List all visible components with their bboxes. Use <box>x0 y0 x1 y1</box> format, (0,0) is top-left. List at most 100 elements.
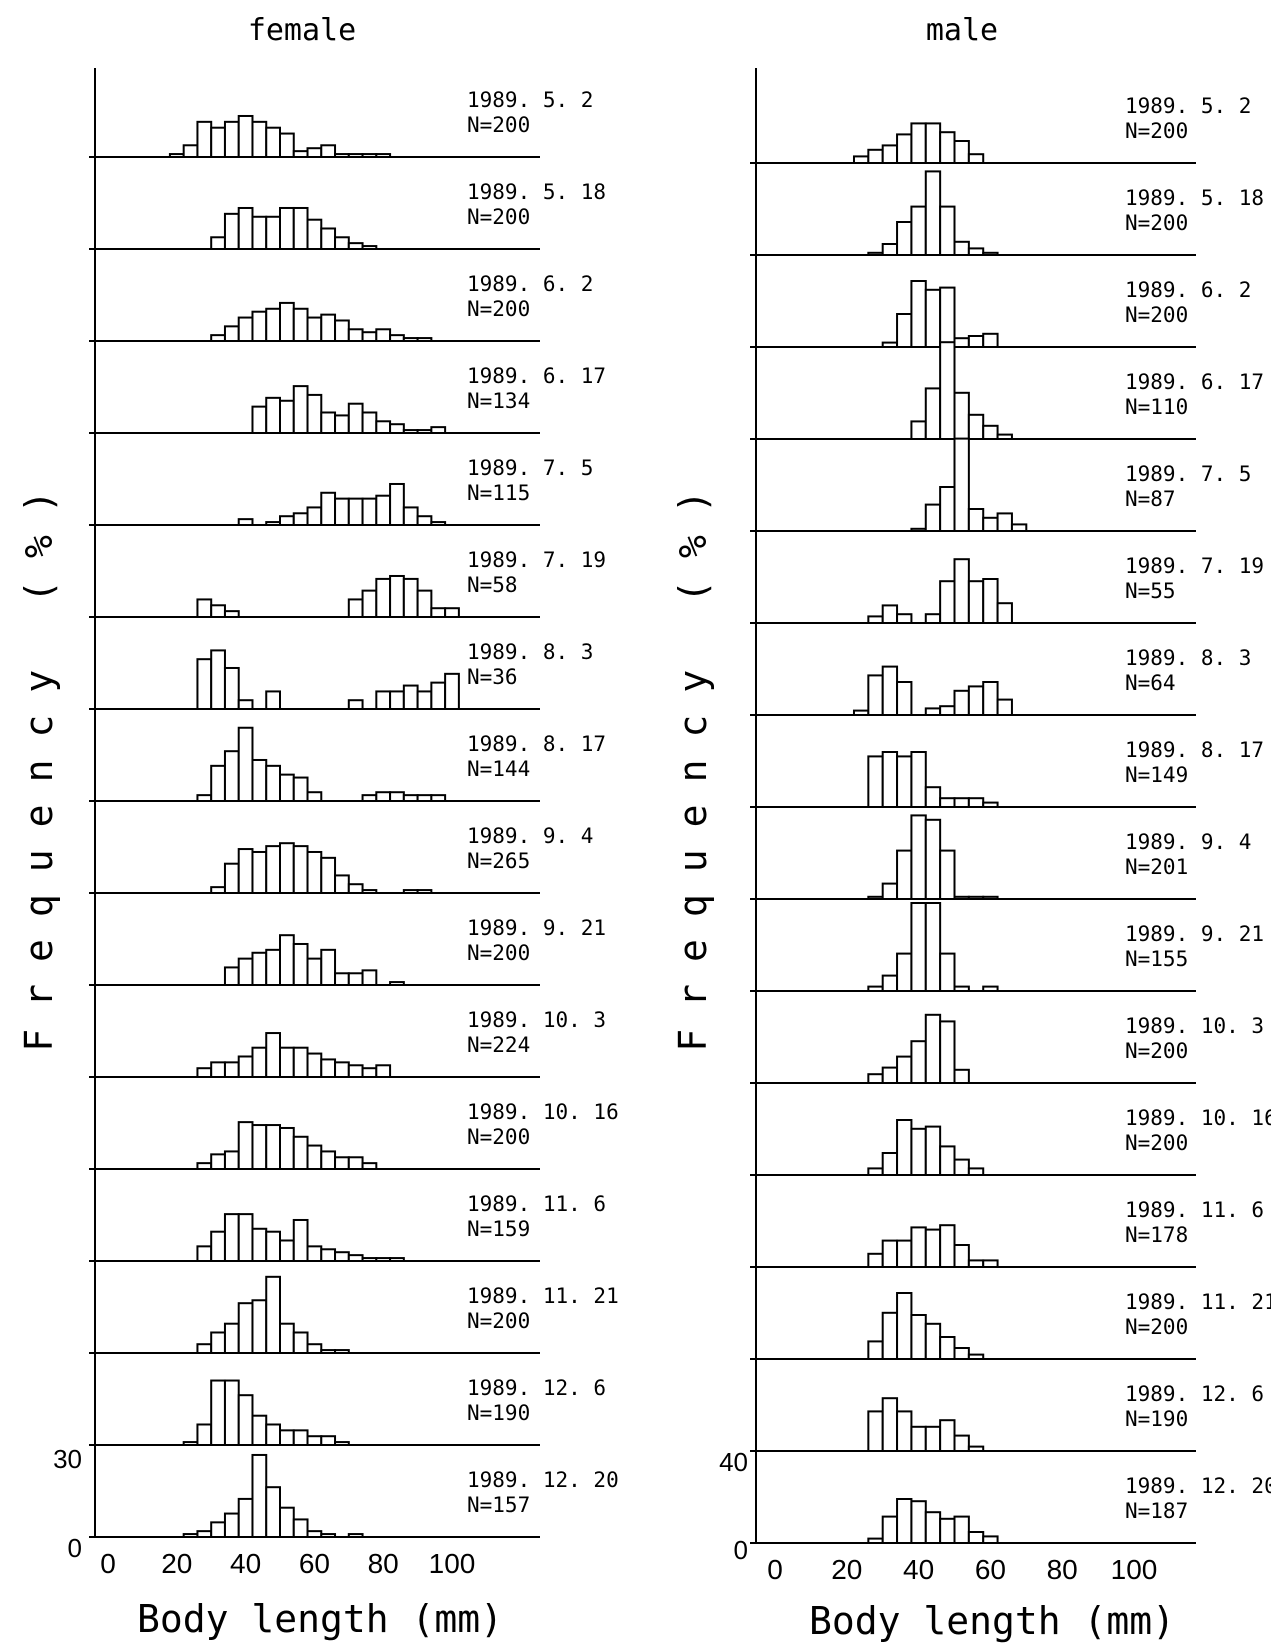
histogram-bar <box>361 245 378 251</box>
histogram-bar <box>251 215 268 251</box>
male-histogram-row: 1989. 9. 21N=155 <box>750 902 1264 992</box>
histogram-bar <box>867 755 884 809</box>
x-tick-label: 40 <box>230 1548 261 1579</box>
sample-size-label: N=190 <box>467 1401 530 1425</box>
histogram-bar <box>910 122 927 164</box>
histogram-bar <box>881 604 899 625</box>
histogram-bar <box>967 895 985 900</box>
sample-date-label: 1989. 12. 20 <box>1125 1474 1271 1498</box>
histogram-bar <box>265 307 281 342</box>
histogram-bar <box>334 1441 350 1446</box>
histogram-bar <box>924 387 942 440</box>
male-histogram-row: 1989. 7. 19N=55 <box>750 554 1264 625</box>
histogram-bar <box>347 402 364 435</box>
histogram-bar <box>237 1121 254 1170</box>
histogram-bar <box>924 1425 942 1453</box>
histogram-bar <box>265 1230 281 1262</box>
histogram-bar <box>416 589 433 619</box>
sample-date-label: 1989. 8. 3 <box>467 640 593 664</box>
histogram-bar <box>237 1302 254 1354</box>
histogram-bar <box>953 1244 970 1268</box>
histogram-bar <box>939 580 956 625</box>
male-histogram-row: 1989. 10. 3N=200 <box>750 1013 1264 1085</box>
x-tick-label: 80 <box>1047 1554 1078 1585</box>
histogram-bar <box>210 1331 226 1354</box>
sample-size-label: N=115 <box>467 481 530 505</box>
sample-size-label: N=159 <box>467 1217 530 1241</box>
histogram-bar <box>347 1064 364 1079</box>
histogram-bar <box>334 1349 350 1354</box>
histogram-bar <box>265 1486 281 1538</box>
histogram-bar <box>347 883 364 895</box>
histogram-bar <box>375 494 392 527</box>
histogram-bar <box>361 411 378 434</box>
histogram-bar <box>953 1158 970 1176</box>
histogram-bar <box>347 598 364 618</box>
histogram-bar <box>910 1226 927 1269</box>
histogram-bar <box>237 114 254 159</box>
histogram-bar <box>375 690 392 710</box>
histogram-bar <box>881 665 899 716</box>
sample-date-label: 1989. 10. 16 <box>1125 1106 1271 1130</box>
histogram-bar <box>924 613 942 625</box>
histogram-bar <box>967 580 985 625</box>
histogram-bar <box>896 952 913 992</box>
histogram-bar <box>881 1152 899 1176</box>
histogram-bar <box>416 794 433 803</box>
histogram-bar <box>996 602 1013 625</box>
histogram-bar <box>910 1425 927 1453</box>
sample-date-label: 1989. 9. 21 <box>467 916 606 940</box>
histogram-bar <box>320 313 337 343</box>
histogram-bar <box>292 1046 309 1078</box>
histogram-bar <box>306 1144 323 1171</box>
histogram-bar <box>265 215 281 251</box>
histogram-bar <box>347 153 364 159</box>
histogram-bar <box>910 420 927 440</box>
histogram-bar <box>334 153 350 159</box>
sample-date-label: 1989. 9. 4 <box>1125 830 1251 854</box>
histogram-bar <box>196 658 213 711</box>
histogram-bar <box>881 751 899 808</box>
histogram-bar <box>375 420 392 434</box>
histogram-bar <box>389 482 405 527</box>
histogram-bar <box>967 153 985 164</box>
female-title: female <box>248 13 356 48</box>
histogram-bar <box>402 429 419 435</box>
female-histogram-row: 1989. 5. 18N=200 <box>89 180 606 251</box>
histogram-bar <box>361 589 378 619</box>
histogram-bar <box>210 604 226 619</box>
histogram-bar <box>881 1397 899 1452</box>
sample-size-label: N=144 <box>467 757 530 781</box>
histogram-bar <box>306 1343 323 1354</box>
histogram-bar <box>320 491 337 526</box>
x-tick-label: 40 <box>903 1554 934 1585</box>
histogram-bar <box>910 902 927 992</box>
histogram-bar <box>416 690 433 710</box>
female-histogram-row: 1989. 7. 19N=58 <box>89 548 606 619</box>
histogram-bar <box>306 791 323 803</box>
histogram-bar <box>237 1497 254 1539</box>
histogram-bar <box>896 133 913 164</box>
histogram-bar <box>237 518 254 527</box>
histogram-bar <box>265 845 281 894</box>
histogram-bar <box>279 1322 295 1354</box>
histogram-bar <box>279 132 295 158</box>
histogram-bar <box>182 1441 199 1446</box>
histogram-bar <box>251 951 268 987</box>
sample-date-label: 1989. 5. 2 <box>1125 94 1251 118</box>
sample-date-label: 1989. 8. 17 <box>467 732 606 756</box>
histogram-bar <box>982 332 999 348</box>
sample-date-label: 1989. 10. 16 <box>467 1100 619 1124</box>
histogram-bar <box>347 242 364 250</box>
x-tick-label: 100 <box>429 1548 476 1579</box>
histogram-bar <box>996 512 1013 533</box>
histogram-bar <box>967 797 985 809</box>
histogram-bar <box>306 147 323 159</box>
histogram-bar <box>881 1239 899 1268</box>
histogram-bar <box>924 1511 942 1544</box>
histogram-bar <box>867 615 884 625</box>
histogram-bar <box>306 957 323 987</box>
histogram-bar <box>237 1213 254 1262</box>
histogram-bar <box>210 1061 226 1078</box>
female-histogram-row: 1989. 12. 6N=190 <box>89 1376 606 1447</box>
